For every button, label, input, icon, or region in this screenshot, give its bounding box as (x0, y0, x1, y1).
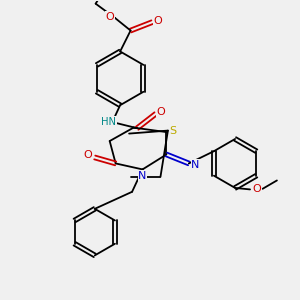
Text: O: O (153, 16, 162, 26)
Text: O: O (157, 107, 165, 117)
Text: N: N (191, 160, 200, 170)
Text: O: O (84, 150, 93, 161)
Text: O: O (105, 11, 114, 22)
Text: N: N (138, 171, 147, 181)
Text: O: O (252, 184, 261, 194)
Text: HN: HN (101, 117, 116, 127)
Text: S: S (169, 126, 177, 136)
